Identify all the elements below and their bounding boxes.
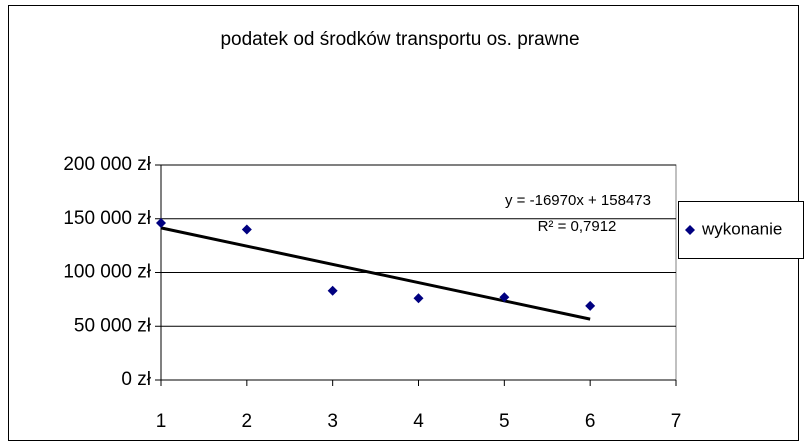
chart-title: podatek od środków transportu os. prawne [220,29,579,50]
x-tick-label: 7 [671,411,682,432]
data-point [585,300,596,311]
data-point [413,293,424,304]
x-tick-label: 6 [585,411,596,432]
y-tick-label: 150 000 zł [63,208,151,229]
trendline-r2: R² = 0,7912 [538,218,617,235]
x-tick-label: 3 [327,411,338,432]
data-point [241,224,252,235]
data-point [327,285,338,296]
trendline-equation: y = -16970x + 158473 [505,192,651,209]
data-point [156,218,166,229]
legend-marker [685,225,695,235]
x-tick-label: 4 [413,411,424,432]
x-tick-label: 5 [499,411,510,432]
y-tick-label: 50 000 zł [74,315,152,336]
y-tick-label: 0 zł [121,369,151,390]
y-tick-label: 100 000 zł [63,262,151,283]
data-point [499,292,510,303]
legend [678,201,804,259]
x-tick-label: 1 [156,411,167,432]
trendline [160,226,591,321]
x-tick-label: 2 [242,411,253,432]
y-tick-label: 200 000 zł [63,154,151,175]
legend-label: wykonanie [701,219,782,238]
